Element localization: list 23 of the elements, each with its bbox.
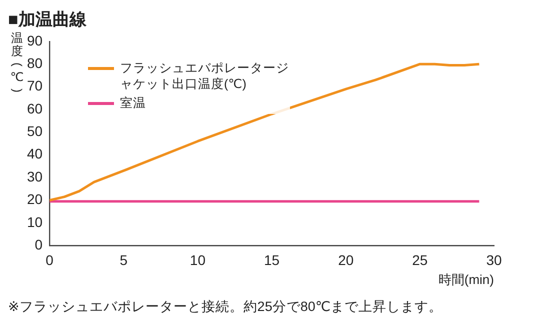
y-tick-label: 60 (26, 100, 43, 116)
y-tick-label: 10 (26, 214, 43, 230)
y-tick-label: 0 (34, 236, 43, 252)
y-tick-label: 90 (26, 32, 43, 48)
x-tick-label: 0 (46, 252, 54, 268)
x-tick-label: 20 (338, 252, 354, 268)
y-tick-label: 20 (26, 191, 43, 208)
x-axis-title: 時間(min) (438, 272, 494, 287)
y-axis-title: 温度(℃) (10, 31, 24, 94)
y-tick-label: 70 (26, 78, 43, 94)
y-tick-label: 50 (26, 123, 43, 140)
y-tick-label: 30 (26, 168, 43, 184)
y-tick-label: 80 (26, 54, 43, 71)
y-tick-label: 40 (26, 146, 43, 162)
text: ※フラッシュエバポレーターと接続。約25分で80℃まで上昇します。 (8, 298, 444, 316)
x-tick-label: 30 (486, 252, 502, 268)
chart-title: ■加温曲線 (8, 9, 88, 30)
x-tick-label: 15 (264, 252, 280, 268)
x-tick-label: 25 (412, 252, 428, 268)
x-tick-label: 5 (120, 252, 128, 268)
legend-label: 室温 (120, 95, 146, 111)
legend-label: フラッシュエバポレータージャケット出口温度(℃) (120, 60, 290, 92)
x-tick-label: 10 (190, 252, 206, 268)
